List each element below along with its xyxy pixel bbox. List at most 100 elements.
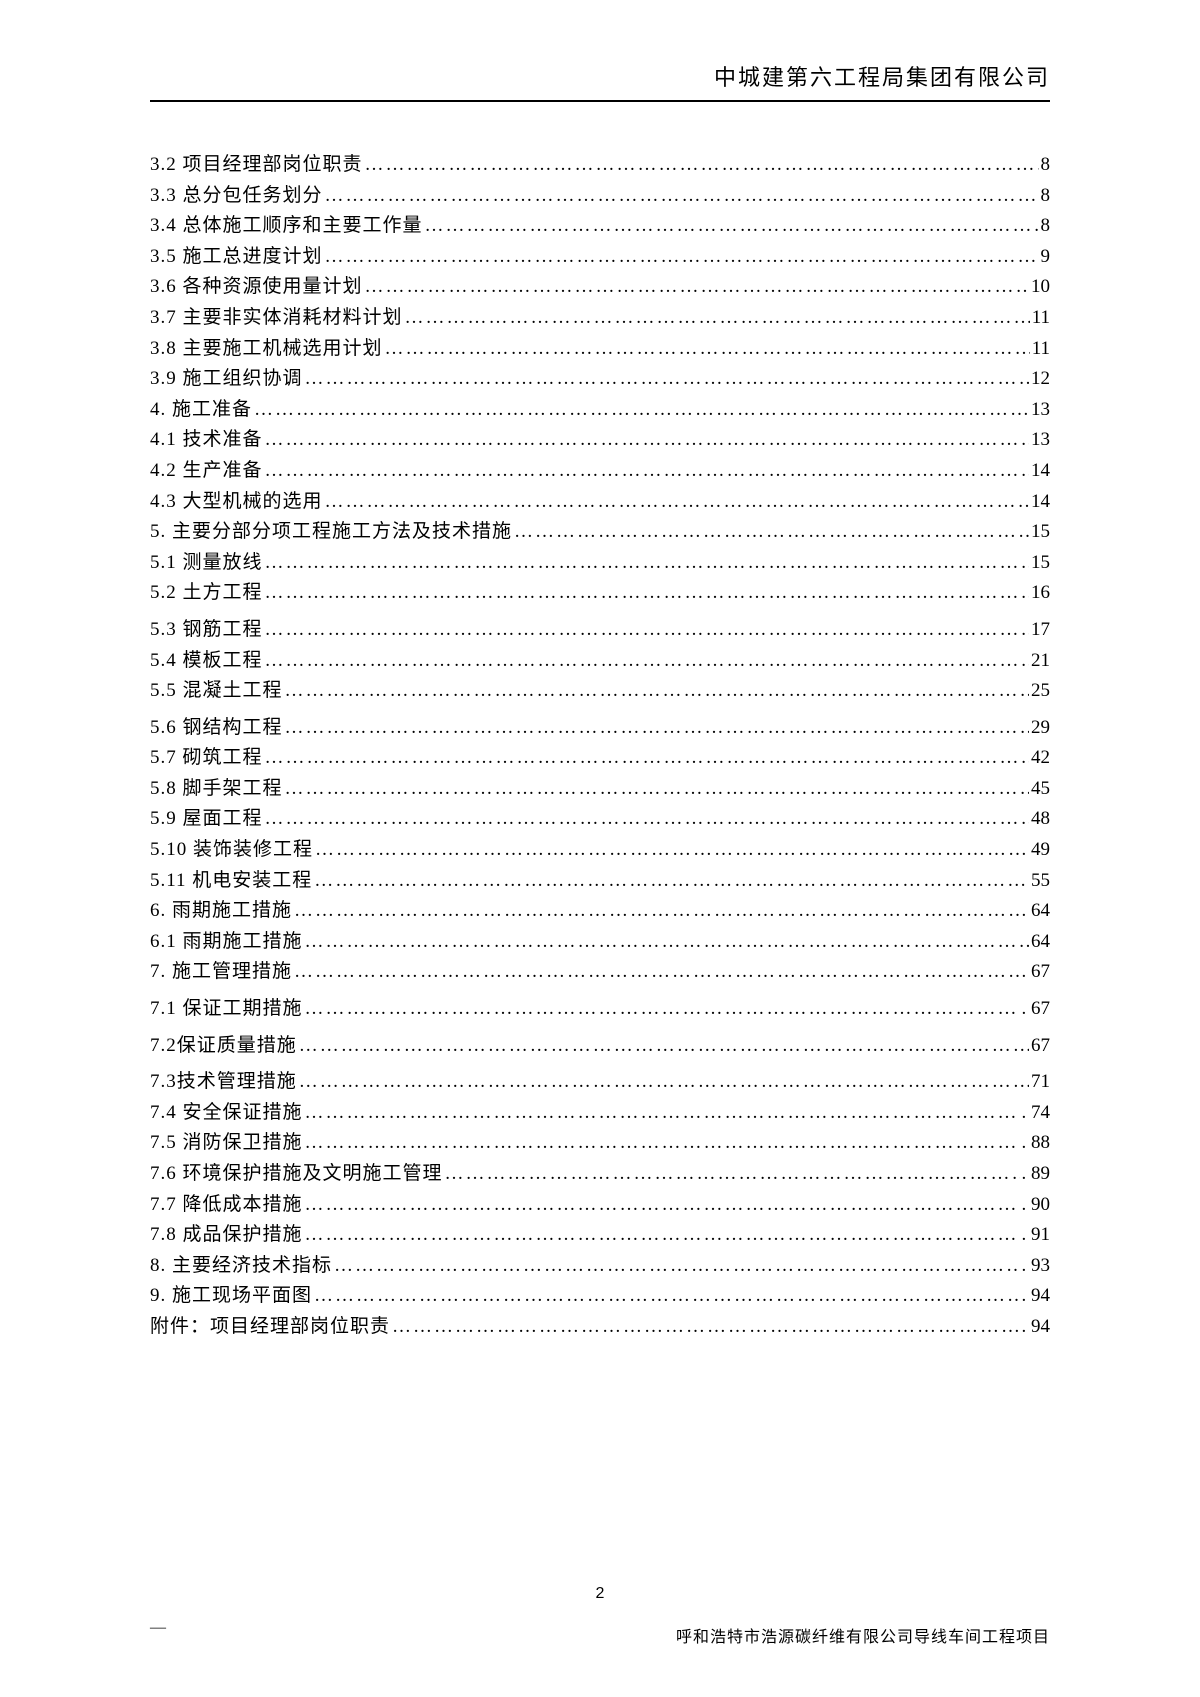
toc-entry: 7.1 保证工期措施………………………………………………………………………………… [150, 996, 1050, 1023]
toc-dots: …………………………………………………………………………………………………………… [305, 366, 1029, 393]
toc-dots: …………………………………………………………………………………………………………… [294, 959, 1019, 986]
toc-page: 8 [1041, 213, 1051, 240]
toc-entry: 5.1 测量放线……………………………………………………………………………………… [150, 550, 1050, 577]
toc-entry: 3.4 总体施工顺序和主要工作量………………………………………………………………… [150, 213, 1050, 240]
toc-page: . 74 [1022, 1100, 1051, 1127]
toc-entry: 5.8 脚手架工程…………………………………………………………………………………… [150, 776, 1050, 803]
toc-page: 11 [1032, 305, 1050, 332]
toc-page: 21 [1031, 648, 1050, 675]
toc-label: 7.7 降低成本措施 [150, 1192, 303, 1219]
toc-dots: …………………………………………………………………………………………………………… [334, 1253, 1019, 1280]
toc-dots: …………………………………………………………………………………………………………… [299, 1033, 1029, 1060]
toc-label: 3.8 主要施工机械选用计划 [150, 336, 383, 363]
toc-page: 14 [1031, 458, 1050, 485]
toc-entry: 4.1 技术准备……………………………………………………………………………………… [150, 427, 1050, 454]
toc-label: 9. 施工现场平面图 [150, 1283, 312, 1310]
toc-dots: …………………………………………………………………………………………………………… [305, 1100, 1020, 1127]
page-header: 中城建第六工程局集团有限公司 [150, 60, 1050, 102]
toc-dots: …………………………………………………………………………………………………………… [315, 837, 1029, 864]
toc-dots: …………………………………………………………………………………………………………… [265, 458, 1029, 485]
toc-dots: …………………………………………………………………………………………………………… [425, 213, 1039, 240]
toc-entry: 5.7 砌筑工程……………………………………………………………………………………… [150, 745, 1050, 772]
toc-dots: …………………………………………………………………………………………………………… [365, 152, 1039, 179]
toc-dots: …………………………………………………………………………………………………………… [265, 427, 1029, 454]
toc-entry: 6. 雨期施工措施…………………………………………………………………………………… [150, 898, 1050, 925]
toc-dots: …………………………………………………………………………………………………………… [265, 745, 1029, 772]
toc-dots: …………………………………………………………………………………………………………… [305, 1130, 1020, 1157]
toc-dots: …………………………………………………………………………………………………………… [294, 898, 1019, 925]
toc-dots: …………………………………………………………………………………………………………… [305, 1192, 1020, 1219]
toc-entry: 6.1 雨期施工措施………………………………………………………………………………… [150, 929, 1050, 956]
toc-dots: …………………………………………………………………………………………………………… [265, 580, 1029, 607]
toc-page: 67 [1031, 1033, 1050, 1060]
toc-page: 49 [1031, 837, 1050, 864]
toc-dots: …………………………………………………………………………………………………………… [405, 305, 1030, 332]
toc-dots: …………………………………………………………………………………………………………… [325, 489, 1029, 516]
toc-entry: 4.2 生产准备……………………………………………………………………………………… [150, 458, 1050, 485]
toc-entry: 8. 主要经济技术指标……………………………………………………………………………… [150, 1253, 1050, 1280]
toc-dots: …………………………………………………………………………………………………………… [305, 996, 1020, 1023]
toc-page: 42 [1031, 745, 1050, 772]
toc-dots: …………………………………………………………………………………………………………… [299, 1069, 1029, 1096]
toc-page: . 67 [1022, 996, 1051, 1023]
toc-entry: 5.2 土方工程……………………………………………………………………………………… [150, 580, 1050, 607]
toc-label: 7.3技术管理措施 [150, 1069, 297, 1096]
toc-entry: 5.9 屋面工程……………………………………………………………………………………… [150, 806, 1050, 833]
toc-dots: …………………………………………………………………………………………………………… [265, 648, 1029, 675]
toc-label: 3.7 主要非实体消耗材料计划 [150, 305, 403, 332]
toc-page: 8 [1041, 183, 1051, 210]
table-of-contents: 3.2 项目经理部岗位职责………………………………………………………………………… [150, 152, 1050, 1341]
footer-dash: — [150, 1619, 166, 1637]
toc-label: 8. 主要经济技术指标 [150, 1253, 332, 1280]
toc-entry: 7.5 消防保卫措施………………………………………………………………………………… [150, 1130, 1050, 1157]
toc-page: 12 [1031, 366, 1050, 393]
toc-page: . 94 [1022, 1283, 1051, 1310]
toc-dots: …………………………………………………………………………………………………………… [325, 244, 1039, 271]
toc-label: 5.5 混凝土工程 [150, 678, 283, 705]
toc-entry: 7.3技术管理措施…………………………………………………………………………………… [150, 1069, 1050, 1096]
toc-page: 16 [1031, 580, 1050, 607]
toc-label: 3.5 施工总进度计划 [150, 244, 323, 271]
toc-dots: …………………………………………………………………………………………………………… [514, 519, 1029, 546]
toc-page: . 90 [1022, 1192, 1051, 1219]
company-name: 中城建第六工程局集团有限公司 [714, 65, 1050, 90]
toc-page: 15 [1031, 550, 1050, 577]
toc-entry: 7. 施工管理措施…………………………………………………………………………………… [150, 959, 1050, 986]
toc-label: 5.9 屋面工程 [150, 806, 263, 833]
toc-page: 55 [1031, 868, 1050, 895]
toc-page: 13 [1031, 427, 1050, 454]
toc-label: 3.3 总分包任务划分 [150, 183, 323, 210]
toc-entry: 3.2 项目经理部岗位职责………………………………………………………………………… [150, 152, 1050, 179]
toc-page: . 94 [1022, 1314, 1051, 1341]
page-container: 中城建第六工程局集团有限公司 3.2 项目经理部岗位职责………………………………… [0, 0, 1200, 1697]
page-footer: 2 — 呼和浩特市浩源碳纤维有限公司导线车间工程项目 [150, 1585, 1050, 1647]
toc-entry: 附件：项目经理部岗位职责…………………………………………………………………………… [150, 1314, 1050, 1341]
toc-page: 9 [1041, 244, 1051, 271]
toc-entry: 9. 施工现场平面图………………………………………………………………………………… [150, 1283, 1050, 1310]
toc-entry: 7.7 降低成本措施………………………………………………………………………………… [150, 1192, 1050, 1219]
toc-label: 7.4 安全保证措施 [150, 1100, 303, 1127]
toc-entry: 3.9 施工组织协调………………………………………………………………………………… [150, 366, 1050, 393]
toc-label: 5.8 脚手架工程 [150, 776, 283, 803]
toc-label: 5.2 土方工程 [150, 580, 263, 607]
toc-page: 45 [1031, 776, 1050, 803]
toc-label: 5.3 钢筋工程 [150, 617, 263, 644]
toc-entry: 7.2保证质量措施…………………………………………………………………………………… [150, 1033, 1050, 1060]
toc-label: 5.11 机电安装工程 [150, 868, 312, 895]
toc-page: 8 [1041, 152, 1051, 179]
toc-dots: …………………………………………………………………………………………………………… [265, 550, 1029, 577]
toc-entry: 7.6 环境保护措施及文明施工管理……………………………………………………………… [150, 1161, 1050, 1188]
page-number: 2 [150, 1585, 1050, 1603]
toc-entry: 5.4 模板工程……………………………………………………………………………………… [150, 648, 1050, 675]
toc-page: 14 [1031, 489, 1050, 516]
toc-label: 4.3 大型机械的选用 [150, 489, 323, 516]
toc-page: . 67 [1022, 959, 1051, 986]
toc-dots: …………………………………………………………………………………………………………… [285, 678, 1029, 705]
toc-entry: 5.5 混凝土工程…………………………………………………………………………………… [150, 678, 1050, 705]
toc-dots: …………………………………………………………………………………………………………… [305, 929, 1029, 956]
toc-entry: 4. 施工准备………………………………………………………………………………………… [150, 397, 1050, 424]
toc-dots: …………………………………………………………………………………………………………… [314, 1283, 1019, 1310]
toc-page: 48 [1031, 806, 1050, 833]
toc-label: 7.2保证质量措施 [150, 1033, 297, 1060]
toc-dots: …………………………………………………………………………………………………………… [392, 1314, 1019, 1341]
